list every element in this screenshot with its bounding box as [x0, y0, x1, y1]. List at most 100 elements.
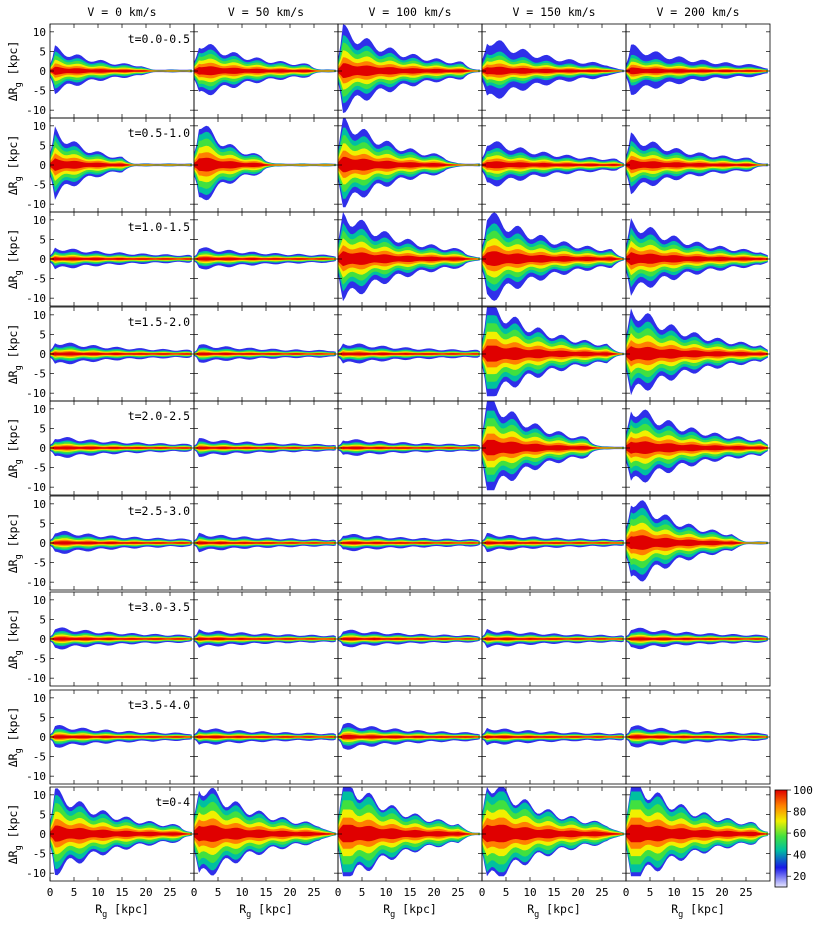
x-tick-label: 20 — [139, 886, 152, 899]
density-contour — [626, 535, 768, 550]
y-tick-label: 5 — [39, 422, 46, 435]
y-tick-label: -10 — [26, 867, 46, 880]
y-axis-label: ΔRg [kpc] — [6, 418, 24, 479]
density-contour — [482, 541, 624, 545]
y-tick-label: 10 — [33, 403, 46, 416]
density-contour — [50, 352, 192, 356]
y-tick-label: -5 — [33, 557, 46, 570]
x-tick-label: 10 — [91, 886, 104, 899]
density-contour — [194, 825, 336, 842]
y-tick-label: 10 — [33, 26, 46, 39]
y-tick-label: -10 — [26, 198, 46, 211]
density-contour — [194, 541, 336, 545]
y-axis-label: ΔRg [kpc] — [6, 135, 24, 196]
density-contour — [50, 257, 192, 261]
density-contour — [626, 252, 768, 266]
density-panel — [481, 211, 627, 307]
density-panel — [193, 591, 339, 687]
density-contour — [338, 637, 480, 641]
density-contour — [338, 156, 480, 173]
row-labels: t=0.0-0.5 t=0.5-1.0 t=1.0-1.5 t=1.5-2.0 t=2.… — [128, 32, 190, 809]
colorbar: 100 80 60 40 20 — [774, 784, 813, 888]
density-panel — [481, 23, 627, 119]
density-contour — [338, 734, 480, 739]
density-panel — [625, 495, 771, 591]
density-contour — [194, 735, 336, 739]
x-tick-label: 10 — [523, 886, 536, 899]
x-tick-label: 25 — [307, 886, 320, 899]
density-contour — [194, 637, 336, 641]
colorbar-tick-label: 40 — [793, 849, 806, 862]
y-tick-label: -10 — [26, 292, 46, 305]
x-tick-label: 0 — [47, 886, 54, 899]
x-tick-label: 20 — [715, 886, 728, 899]
density-contour — [626, 159, 768, 170]
x-tick-label: 25 — [451, 886, 464, 899]
row-label: t=3.0-3.5 — [128, 600, 190, 614]
x-tick-label: 0 — [335, 886, 342, 899]
y-tick-label: 0 — [39, 159, 46, 172]
density-contour — [50, 66, 192, 75]
density-contour — [50, 735, 192, 739]
x-tick-label: 25 — [163, 886, 176, 899]
y-tick-label: -10 — [26, 770, 46, 783]
x-tick-label: 25 — [739, 886, 752, 899]
density-panel — [193, 786, 339, 882]
x-axis-label: Rg [kpc] — [383, 902, 437, 920]
y-tick-label: -10 — [26, 576, 46, 589]
density-contour — [626, 824, 768, 843]
density-contour — [626, 346, 768, 362]
density-panel — [481, 306, 627, 402]
y-axis-label: ΔRg [kpc] — [6, 707, 24, 768]
x-tick-label: 20 — [427, 886, 440, 899]
density-contour — [626, 441, 768, 454]
column-title: V = 100 km/s — [368, 5, 451, 19]
density-panel — [49, 495, 195, 591]
colorbar-tick-label: 80 — [793, 806, 806, 819]
density-contour — [194, 157, 336, 172]
density-panel — [481, 495, 627, 591]
y-tick-label: -10 — [26, 104, 46, 117]
density-panel — [337, 495, 483, 591]
density-contour — [50, 446, 192, 450]
x-axis-label: Rg [kpc] — [95, 902, 149, 920]
x-tick-label: 10 — [379, 886, 392, 899]
density-panel — [625, 23, 771, 119]
x-tick-label: 15 — [691, 886, 704, 899]
column-title: V = 0 km/s — [87, 5, 156, 19]
density-panel — [337, 400, 483, 496]
y-axis-label: ΔRg [kpc] — [6, 804, 24, 865]
row-label: t=0.5-1.0 — [128, 126, 190, 140]
density-panel — [625, 117, 771, 213]
density-panel — [481, 117, 627, 213]
y-tick-label: -10 — [26, 387, 46, 400]
row-label: t=1.5-2.0 — [128, 315, 190, 329]
density-panel — [625, 306, 771, 402]
density-panel — [193, 23, 339, 119]
density-panel — [337, 211, 483, 307]
density-contour — [482, 735, 624, 739]
density-panel — [49, 23, 195, 119]
y-axis-label: ΔRg [kpc] — [6, 513, 24, 574]
y-tick-label: 5 — [39, 45, 46, 58]
density-panel — [625, 689, 771, 785]
density-panel — [337, 23, 483, 119]
colorbar-tick-label: 20 — [793, 870, 806, 883]
density-contour — [338, 824, 480, 843]
column-titles: V = 0 km/s V = 50 km/s V = 100 km/s V = 150… — [87, 5, 739, 19]
density-panel — [193, 400, 339, 496]
density-panel — [481, 786, 627, 882]
y-tick-label: -5 — [33, 462, 46, 475]
density-panel — [337, 591, 483, 687]
y-tick-label: 0 — [39, 65, 46, 78]
y-tick-label: 0 — [39, 253, 46, 266]
x-tick-label: 10 — [235, 886, 248, 899]
y-tick-label: -5 — [33, 848, 46, 861]
density-panel — [193, 306, 339, 402]
density-panel — [193, 211, 339, 307]
density-contour — [194, 352, 336, 356]
density-panel — [49, 211, 195, 307]
density-contour — [338, 352, 480, 356]
